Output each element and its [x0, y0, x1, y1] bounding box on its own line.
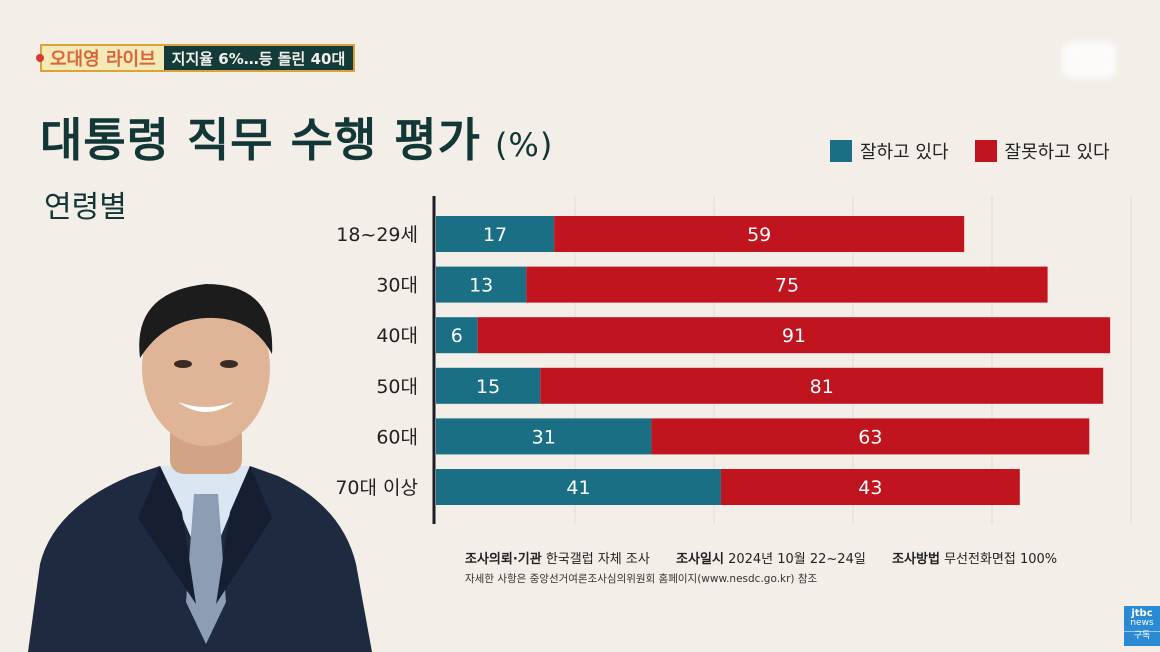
value-label-disapprove: 91 — [782, 325, 806, 347]
value-label-approve: 6 — [451, 325, 463, 347]
bar-approve — [436, 216, 555, 252]
show-topic: 지지율 6%…등 돌린 40대 — [163, 46, 354, 70]
client-label: 조사의뢰·기관 — [465, 552, 542, 567]
show-name: 오대영 라이브 — [42, 46, 164, 70]
jtbc-logo-text: jtbc — [1131, 608, 1153, 619]
value-label-approve: 31 — [532, 426, 556, 448]
date-label: 조사일시 — [676, 552, 724, 567]
value-label-disapprove: 43 — [858, 477, 882, 499]
category-label: 50대 — [376, 376, 418, 398]
bar-disapprove — [540, 367, 1104, 404]
legend-label-approve: 잘하고 있다 — [860, 142, 949, 163]
bar-disapprove — [720, 469, 1020, 505]
legend: 잘하고 있다 잘못하고 있다 — [830, 138, 1110, 164]
value-label-disapprove: 81 — [810, 376, 834, 398]
live-dot — [36, 54, 44, 62]
client-value: 한국갤럽 자체 조사 — [545, 552, 650, 567]
title-text: 대통령 직무 수행 평가 — [40, 113, 481, 167]
date-value: 2024년 10월 22~24일 — [728, 552, 866, 567]
bar-disapprove — [554, 216, 965, 252]
value-label-disapprove: 63 — [858, 426, 882, 448]
value-label-approve: 13 — [469, 275, 493, 297]
bar-approve — [436, 317, 478, 354]
title-unit: (%) — [494, 126, 554, 164]
bar-approve — [436, 266, 527, 303]
category-label: 30대 — [376, 275, 418, 297]
bar-approve — [436, 418, 652, 455]
show-tag: 오대영 라이브 지지율 6%…등 돌린 40대 — [36, 44, 356, 72]
value-label-approve: 17 — [483, 224, 507, 246]
bar-approve — [436, 469, 721, 505]
value-label-disapprove: 59 — [747, 224, 771, 246]
chart-subtitle: 연령별 — [44, 190, 127, 225]
legend-swatch-disapprove — [974, 140, 997, 162]
reference-note: 자세한 사항은 중앙선거여론조사심의위원회 홈페이지(www.nesdc.go.… — [465, 573, 818, 585]
legend-label-disapprove: 잘못하고 있다 — [1004, 142, 1110, 163]
category-label: 60대 — [376, 426, 418, 448]
legend-item-approve: 잘하고 있다 — [830, 138, 949, 164]
person-portrait — [28, 284, 372, 652]
jtbc-news-text: news — [1130, 618, 1154, 628]
category-label: 40대 — [376, 325, 418, 347]
legend-swatch-approve — [830, 140, 852, 162]
bar-disapprove — [526, 266, 1048, 303]
blurred-logo — [1062, 42, 1116, 78]
jtbc-subscribe-button[interactable]: jtbc news 구독 — [1124, 606, 1160, 646]
category-label: 70대 이상 — [335, 477, 418, 499]
value-label-approve: 15 — [476, 376, 500, 398]
chart-title: 대통령 직무 수행 평가 (%) — [40, 104, 553, 170]
value-label-approve: 41 — [566, 477, 590, 499]
method-label: 조사방법 — [892, 552, 940, 567]
bar-approve — [436, 367, 541, 404]
bar-disapprove — [651, 418, 1090, 455]
bar-disapprove — [477, 317, 1111, 354]
value-label-disapprove: 75 — [775, 275, 799, 297]
survey-info: 조사의뢰·기관 한국갤럽 자체 조사 조사일시 2024년 10월 22~24일… — [465, 548, 1057, 567]
category-label: 18~29세 — [336, 224, 418, 246]
subscribe-label: 구독 — [1124, 630, 1160, 642]
method-value: 무선전화면접 100% — [944, 552, 1058, 567]
legend-item-disapprove: 잘못하고 있다 — [974, 138, 1110, 164]
